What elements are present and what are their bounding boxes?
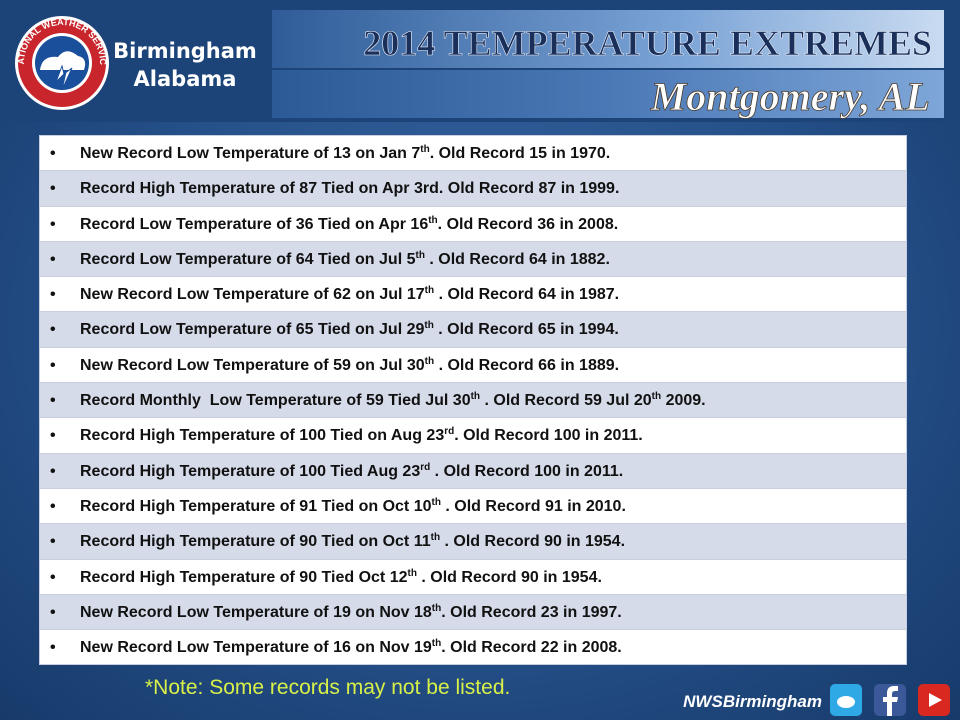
record-row: New Record Low Temperature of 16 on Nov … xyxy=(40,629,906,665)
office-line: Alabama xyxy=(134,67,237,91)
record-text: 2009. xyxy=(661,392,706,410)
record-text: Record High Temperature of 91 Tied on Oc… xyxy=(80,497,432,515)
record-row: Record High Temperature of 90 Tied on Oc… xyxy=(40,523,906,560)
ordinal-suffix: th xyxy=(415,249,425,261)
handle: NWSBirmingham xyxy=(683,692,822,711)
record-text: . Old Record 23 in 1997. xyxy=(441,603,622,621)
ordinal-suffix: th xyxy=(420,144,430,155)
record-text: New Record Low Temperature of 59 on Jul … xyxy=(80,356,425,374)
ordinal-suffix: th xyxy=(428,214,438,226)
ordinal-suffix: th xyxy=(431,638,442,650)
record-row: Record High Temperature of 87 Tied on Ap… xyxy=(40,170,906,207)
record-text: Record High Temperature of 90 Tied on Oc… xyxy=(80,533,431,551)
record-text: . Old Record 90 in 1954. xyxy=(440,533,626,551)
ordinal-suffix: rd xyxy=(420,461,431,473)
record-text: New Record Low Temperature of 16 on Nov … xyxy=(80,639,432,657)
record-row: Record Low Temperature of 65 Tied on Jul… xyxy=(40,311,906,348)
record-text: . Old Record 59 Jul 20 xyxy=(480,392,652,410)
record-text: New Record Low Temperature of 13 on Jan … xyxy=(80,145,421,162)
record-row: Record Monthly Low Temperature of 59 Tie… xyxy=(40,382,906,418)
logo: NATIONAL WEATHER SERVICE xyxy=(0,0,109,110)
record-text: . Old Record 90 in 1954. xyxy=(416,568,602,586)
facebook-icon[interactable] xyxy=(874,684,906,716)
note: *Note: Some records may not be listed. xyxy=(145,676,511,699)
record-text: . Old Record 91 in 2010. xyxy=(440,497,626,515)
record-text: Record High Temperature of 100 Tied on A… xyxy=(80,427,445,445)
record-row: Record Low Temperature of 36 Tied on Apr… xyxy=(40,205,906,242)
footer: NWSBirmingham xyxy=(683,684,950,716)
record-text: . Old Record 64 in 1987. xyxy=(434,286,620,304)
record-row: New Record Low Temperature of 19 on Nov … xyxy=(40,593,906,630)
record-text: . Old Record 15 in 1970. xyxy=(429,145,611,162)
record-row: Record High Temperature of 90 Tied Oct 1… xyxy=(40,558,906,595)
record-row: New Record Low Temperature of 62 on Jul … xyxy=(40,276,906,312)
record-text: . Old Record 65 in 1994. xyxy=(433,321,619,339)
record-text: Record High Temperature of 87 Tied on Ap… xyxy=(80,180,620,198)
record-text: Record Low Temperature of 64 Tied on Jul… xyxy=(80,250,416,268)
subtitle: Montgomery, AL xyxy=(650,74,930,119)
ordinal-suffix: rd xyxy=(444,426,455,438)
record-row: New Record Low Temperature of 59 on Jul … xyxy=(40,346,906,383)
ordinal-suffix: th xyxy=(407,567,417,579)
record-row: Record High Temperature of 100 Tied on A… xyxy=(40,417,906,454)
record-text: New Record Low Temperature of 19 on Nov … xyxy=(80,603,432,621)
records-table: New Record Low Temperature of 13 on Jan … xyxy=(39,135,907,665)
subtitle-bar xyxy=(272,70,944,118)
record-text: Record Monthly Low Temperature of 59 Tie… xyxy=(80,392,471,410)
ordinal-suffix: th xyxy=(431,602,442,614)
record-row: Record Low Temperature of 64 Tied on Jul… xyxy=(40,240,906,277)
record-text: Record High Temperature of 90 Tied Oct 1… xyxy=(80,568,408,586)
record-text: . Old Record 100 in 2011. xyxy=(454,427,643,445)
record-row: Record High Temperature of 100 Tied Aug … xyxy=(40,452,906,489)
record-text: . Old Record 100 in 2011. xyxy=(430,462,624,480)
office-line: Birmingham xyxy=(113,39,257,63)
youtube-icon[interactable] xyxy=(918,684,950,716)
title: 2014 TEMPERATURE EXTREMES xyxy=(363,23,932,63)
record-row: Record High Temperature of 91 Tied on Oc… xyxy=(40,487,906,524)
record-text: . Old Record 22 in 2008. xyxy=(441,639,622,657)
record-text: . Old Record 64 in 1882. xyxy=(424,250,610,268)
record-text: . Old Record 66 in 1889. xyxy=(434,356,620,374)
record-text: Record Low Temperature of 65 Tied on Jul… xyxy=(80,321,425,339)
ordinal-suffix: th xyxy=(424,355,435,367)
ordinal-suffix: th xyxy=(651,391,662,403)
ordinal-suffix: th xyxy=(430,532,441,544)
record-text: . Old Record 36 in 2008. xyxy=(437,215,619,233)
record-text: Record High Temperature of 100 Tied Aug … xyxy=(80,462,421,480)
record-text: New Record Low Temperature of 62 on Jul … xyxy=(80,286,425,304)
ordinal-suffix: th xyxy=(431,496,441,508)
record-text: Record Low Temperature of 36 Tied on Apr… xyxy=(80,215,429,233)
header: NATIONAL WEATHER SERVICE Birmingham Alab… xyxy=(0,0,960,122)
twitter-icon[interactable] xyxy=(830,684,862,716)
title-bar xyxy=(272,10,944,68)
record-row: New Record Low Temperature of 13 on Jan … xyxy=(40,136,906,171)
ordinal-suffix: th xyxy=(424,285,435,297)
ordinal-suffix: th xyxy=(470,391,481,403)
ordinal-suffix: th xyxy=(424,320,434,332)
